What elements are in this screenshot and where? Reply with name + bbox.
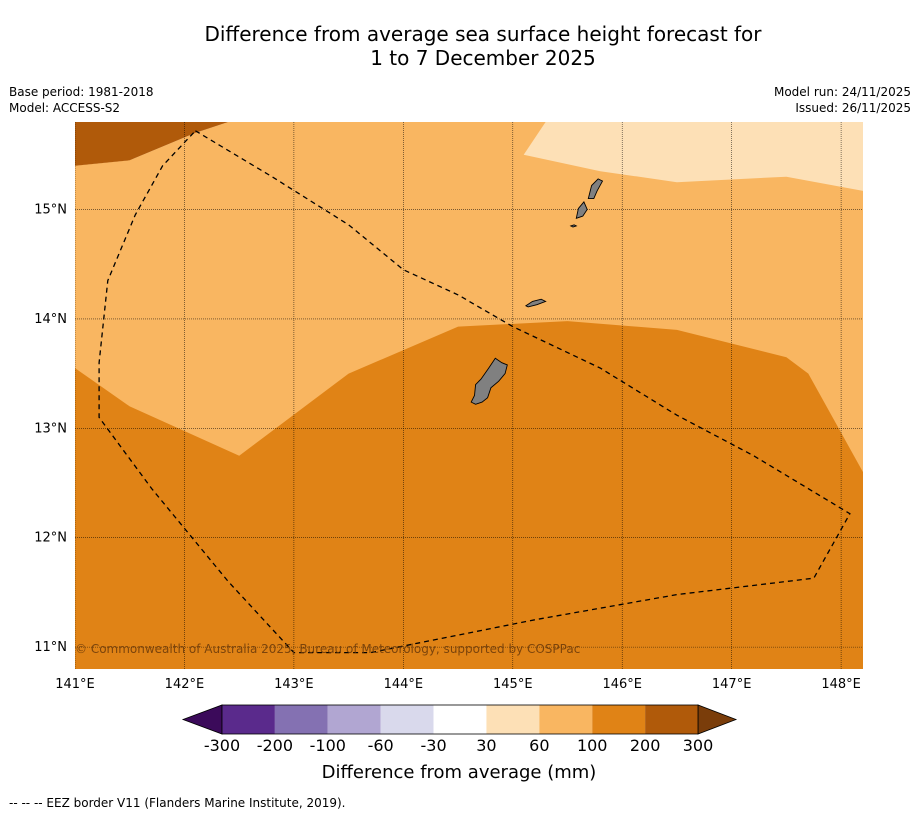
island-tinian	[575, 201, 588, 219]
colorbar-segment	[380, 705, 434, 734]
colorbar-tick-label: 30	[476, 736, 496, 755]
lon-tick-label: 141°E	[55, 677, 95, 692]
colorbar-tick-label: -30	[420, 736, 446, 755]
colorbar-tick-label: -60	[368, 736, 394, 755]
colorbar-tick-label: 60	[529, 736, 549, 755]
colorbar-outline	[221, 704, 699, 735]
model-name: Model: ACCESS-S2	[9, 101, 121, 115]
lon-tick-label: 143°E	[274, 677, 314, 692]
contour-200-300-zone	[75, 122, 229, 166]
issued-date: Issued: 26/11/2025	[795, 101, 911, 115]
colorbar-segment	[327, 705, 381, 734]
colorbar-title: Difference from average (mm)	[322, 762, 597, 783]
colorbar-tick-label: -100	[310, 736, 346, 755]
colorbar-tick-label: 200	[630, 736, 661, 755]
eez-border-line	[98, 130, 851, 654]
lon-tick-label: 147°E	[712, 677, 752, 692]
lon-tick-label: 144°E	[384, 677, 424, 692]
island-aguijan	[569, 224, 578, 228]
eez-legend-note: -- -- -- EEZ border V11 (Flanders Marine…	[9, 796, 346, 810]
lon-tick-label: 142°E	[165, 677, 205, 692]
island-guam	[470, 357, 508, 405]
base-period: Base period: 1981-2018	[9, 85, 154, 99]
island-rota	[525, 298, 547, 308]
colorbar-segment	[645, 705, 698, 734]
colorbar-under-arrow	[181, 704, 223, 735]
colorbar-over-arrow	[697, 704, 738, 735]
model-run: Model run: 24/11/2025	[773, 85, 911, 99]
colorbar-tick-label: 300	[683, 736, 714, 755]
lat-tick-label: 15°N	[34, 203, 67, 218]
title-line-2: 1 to 7 December 2025	[370, 46, 596, 70]
colorbar-tick-label: 100	[577, 736, 608, 755]
lat-tick-label: 12°N	[34, 531, 67, 546]
colorbar-segment	[222, 705, 275, 734]
contour-30-60-zone	[523, 122, 863, 191]
map-axes: 15°N 14°N 13°N 12°N 11°N 141°E 142°E 143°E 144°E…	[34, 203, 861, 692]
lon-tick-label: 146°E	[602, 677, 642, 692]
colorbar-segment	[539, 705, 593, 734]
meta-right: Model run: 24/11/2025 Issued: 26/11/2025	[774, 84, 911, 116]
lon-tick-label: 145°E	[493, 677, 533, 692]
colorbar-tick-label: -200	[257, 736, 293, 755]
island-saipan	[587, 178, 604, 200]
chart-title: Difference from average sea surface heig…	[0, 22, 919, 70]
meta-left: Base period: 1981-2018 Model: ACCESS-S2	[9, 84, 154, 116]
colorbar-segment	[592, 705, 646, 734]
map-area	[75, 122, 863, 669]
colorbar: -300 -200 -100 -60 -30 30 60 100 200 300	[181, 704, 738, 755]
colorbar-segment	[433, 705, 487, 734]
title-line-1: Difference from average sea surface heig…	[204, 22, 762, 46]
lat-tick-label: 11°N	[34, 640, 67, 655]
colorbar-tick-label: -300	[204, 736, 240, 755]
colorbar-segment	[486, 705, 540, 734]
copyright-notice: © Commonwealth of Australia 2025, Bureau…	[75, 642, 580, 656]
lat-tick-label: 13°N	[34, 421, 67, 436]
colorbar-segment	[274, 705, 328, 734]
lat-tick-label: 14°N	[34, 312, 67, 327]
lon-tick-label: 148°E	[821, 677, 861, 692]
